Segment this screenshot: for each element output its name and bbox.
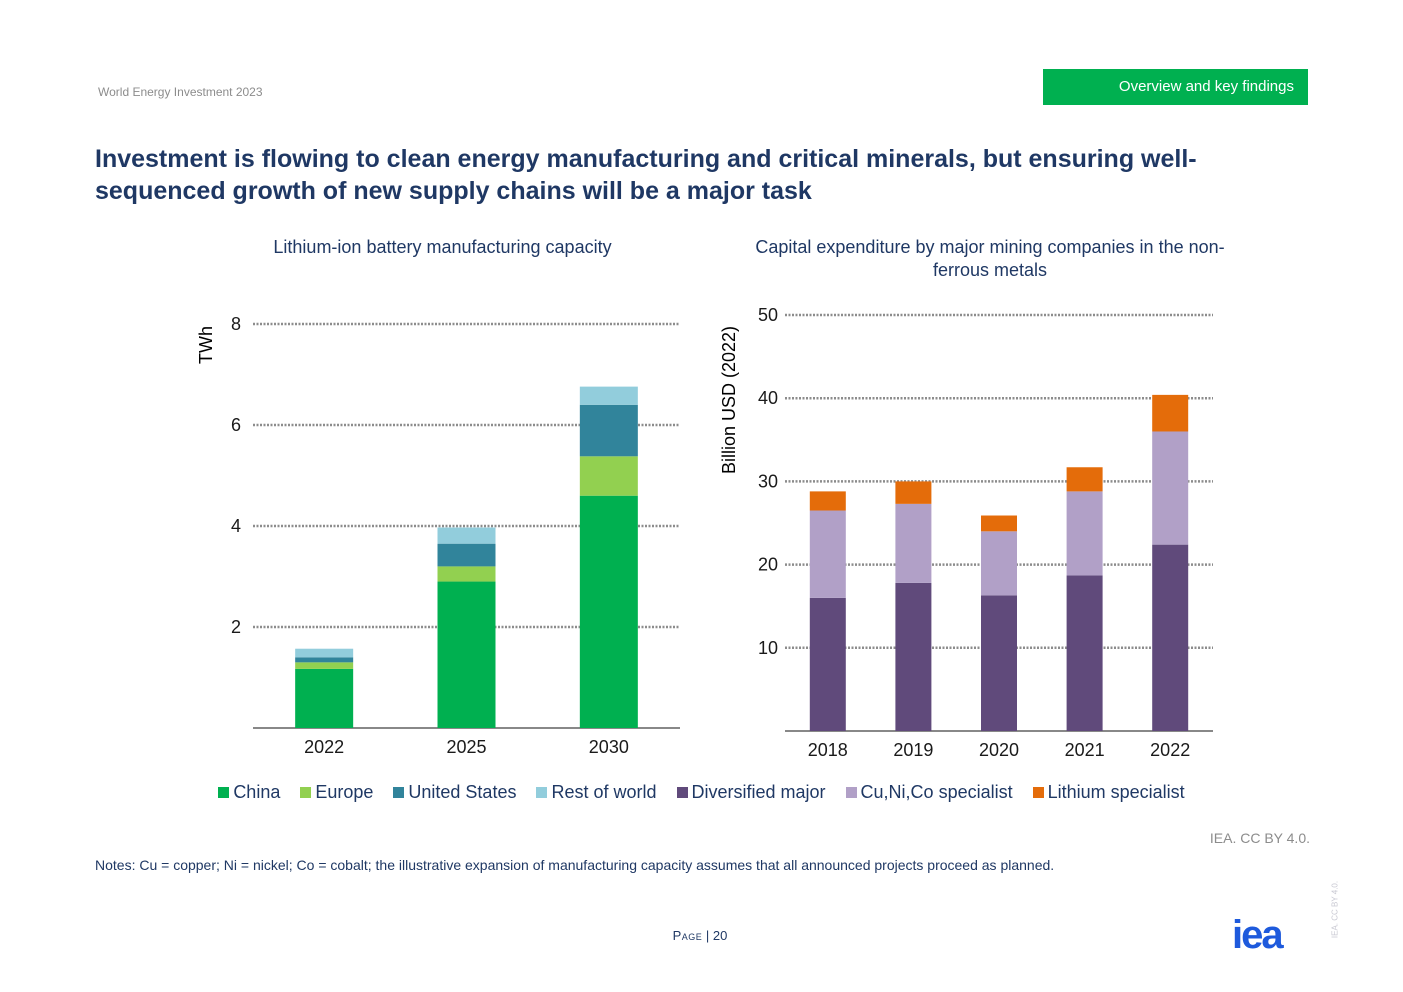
license-text: IEA. CC BY 4.0. (1209, 830, 1310, 846)
bar-segment (1152, 431, 1189, 545)
page-number-value: | 20 (705, 928, 728, 943)
y-axis-label: Billion USD (2022) (719, 326, 739, 474)
bar-segment (579, 456, 638, 496)
page-number: Page | 20 (600, 928, 800, 943)
x-tick-label: 2021 (1065, 740, 1105, 760)
x-tick-label: 2018 (808, 740, 848, 760)
y-tick-label: 6 (231, 415, 241, 435)
legend-item: Europe (300, 782, 373, 803)
legend-swatch (676, 787, 688, 798)
vertical-license-text: IEA. CC BY 4.0. (1330, 880, 1340, 939)
x-tick-label: 2022 (1150, 740, 1190, 760)
bar-segment (981, 595, 1017, 731)
legend-item: Diversified major (676, 782, 826, 803)
iea-logo: iea (1232, 913, 1284, 957)
bar-segment (981, 515, 1017, 532)
report-name: World Energy Investment 2023 (98, 85, 263, 99)
section-tag: Overview and key findings (1043, 69, 1308, 105)
legend-swatch (300, 787, 312, 798)
bar-segment (1066, 467, 1103, 492)
bar-segment (295, 662, 354, 669)
legend-item: Cu,Ni,Co specialist (845, 782, 1013, 803)
bar-segment (895, 503, 932, 583)
bar-segment (1066, 491, 1103, 576)
bar-segment (1066, 575, 1103, 731)
bar-segment (437, 527, 496, 544)
page-label: Page (672, 928, 703, 943)
bar-segment (579, 495, 638, 728)
y-tick-label: 30 (758, 471, 778, 491)
bar-segment (437, 566, 496, 582)
bar-segment (295, 648, 354, 658)
legend-label: China (233, 782, 281, 802)
y-tick-label: 8 (231, 314, 241, 334)
legend-label: Europe (315, 782, 374, 802)
legend-item: China (218, 782, 280, 803)
x-tick-label: 2022 (304, 737, 344, 757)
legend-label: Rest of world (551, 782, 657, 802)
legend-swatch (218, 787, 230, 798)
bar-segment (1152, 394, 1189, 432)
x-tick-label: 2020 (979, 740, 1019, 760)
bar-segment (579, 404, 638, 457)
bar-segment (895, 481, 932, 504)
notes-text: Notes: Cu = copper; Ni = nickel; Co = co… (95, 857, 1055, 873)
legend-swatch (1032, 787, 1044, 798)
y-tick-label: 10 (758, 638, 778, 658)
y-tick-label: 2 (231, 617, 241, 637)
legend-swatch (845, 787, 857, 798)
legend-label: Diversified major (691, 782, 826, 802)
x-tick-label: 2025 (446, 737, 486, 757)
legend-item: United States (393, 782, 516, 803)
bar-segment (809, 491, 846, 511)
bar-segment (1152, 544, 1189, 731)
bar-segment (437, 543, 496, 567)
legend-swatch (536, 787, 548, 798)
bar-segment (295, 668, 354, 728)
legend: China Europe United States Rest of world Div… (0, 782, 1403, 803)
y-axis-label: TWh (196, 326, 216, 364)
legend-swatch (393, 787, 405, 798)
y-tick-label: 40 (758, 388, 778, 408)
page-title: Investment is flowing to clean energy ma… (95, 145, 1197, 205)
chart1-title: Lithium-ion battery manufacturing capaci… (273, 237, 612, 257)
x-tick-label: 2030 (589, 737, 629, 757)
legend-item: Rest of world (536, 782, 657, 803)
bar-segment (809, 510, 846, 598)
bar-segment (295, 657, 354, 663)
bar-segment (437, 581, 496, 728)
bar-segment (809, 597, 846, 731)
y-tick-label: 20 (758, 555, 778, 575)
legend-label: United States (408, 782, 517, 802)
legend-label: Cu,Ni,Co specialist (860, 782, 1013, 802)
y-tick-label: 4 (231, 516, 241, 536)
legend-item: Lithium specialist (1032, 782, 1185, 803)
y-tick-label: 50 (758, 305, 778, 325)
x-tick-label: 2019 (893, 740, 933, 760)
legend-label: Lithium specialist (1047, 782, 1185, 802)
bar-segment (579, 386, 638, 405)
bar-segment (895, 582, 932, 731)
bar-segment (981, 531, 1017, 596)
chart2-title: Capital expenditure by major mining comp… (755, 237, 1225, 280)
